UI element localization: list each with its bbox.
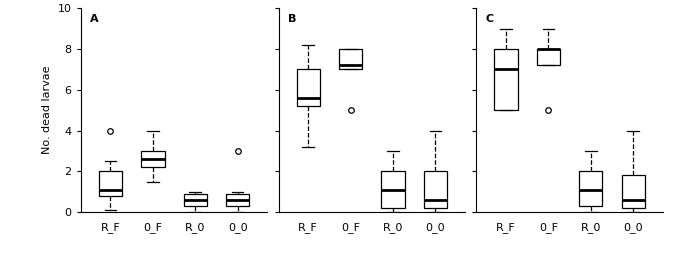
PathPatch shape — [184, 194, 207, 206]
PathPatch shape — [382, 171, 404, 208]
Text: C: C — [486, 14, 494, 24]
PathPatch shape — [226, 194, 249, 206]
PathPatch shape — [297, 69, 320, 106]
PathPatch shape — [622, 175, 645, 208]
Text: B: B — [288, 14, 296, 24]
PathPatch shape — [424, 171, 447, 208]
PathPatch shape — [99, 171, 122, 196]
PathPatch shape — [537, 49, 560, 65]
PathPatch shape — [495, 49, 518, 110]
PathPatch shape — [141, 151, 164, 167]
Y-axis label: No. dead larvae: No. dead larvae — [42, 66, 52, 154]
PathPatch shape — [579, 171, 602, 206]
Text: A: A — [90, 14, 99, 24]
PathPatch shape — [339, 49, 362, 69]
